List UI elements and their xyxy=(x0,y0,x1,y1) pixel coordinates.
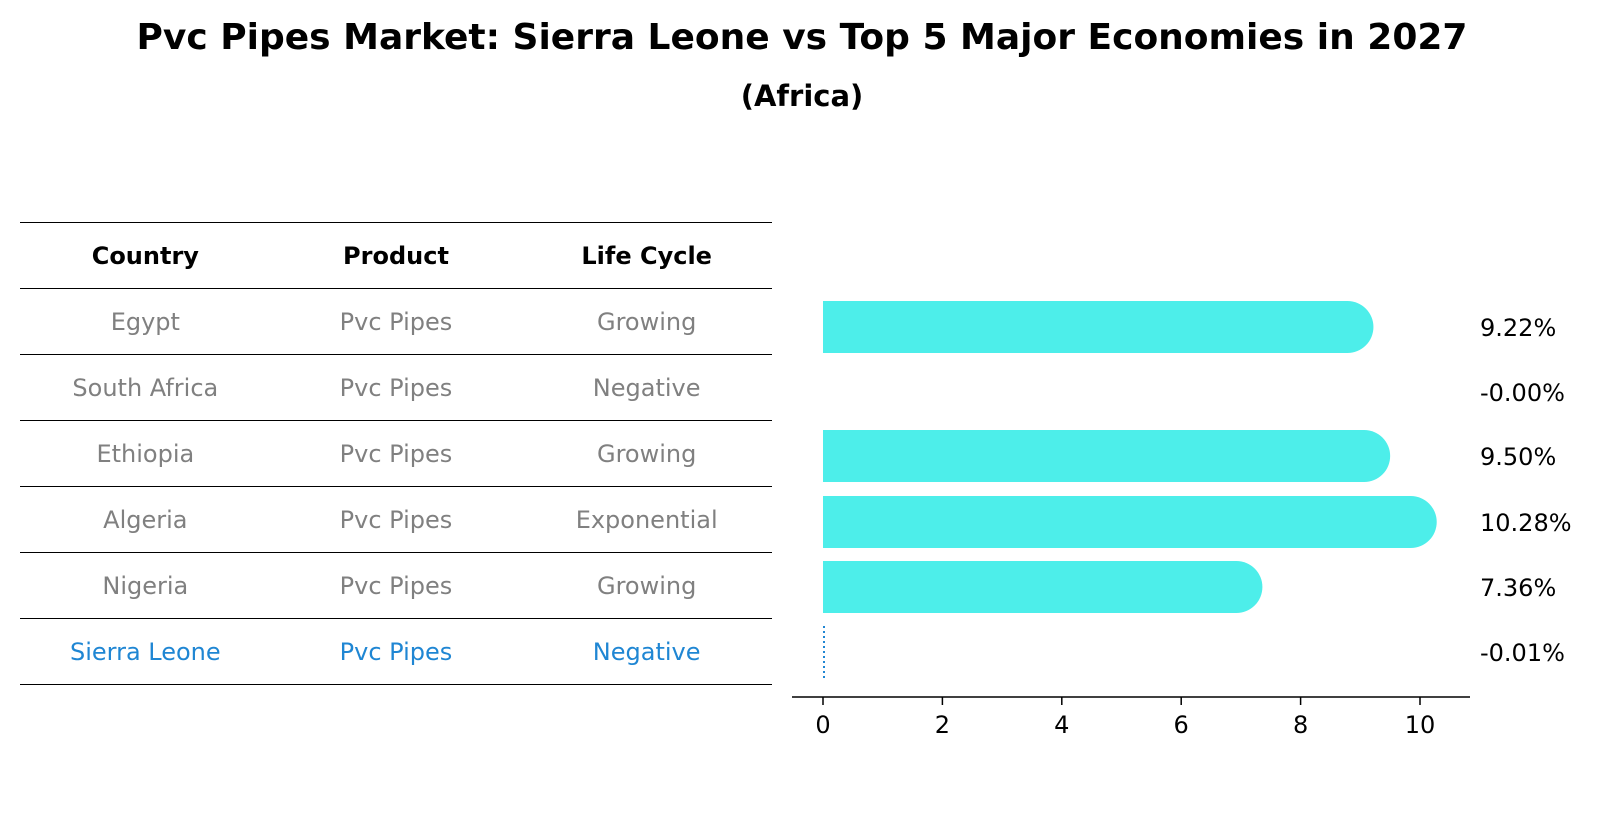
bar xyxy=(823,430,1391,482)
cell-product: Pvc Pipes xyxy=(270,618,522,685)
value-label: 7.36% xyxy=(1480,574,1556,602)
x-tick-label: 4 xyxy=(1054,711,1069,739)
cell-life-cycle: Exponential xyxy=(521,486,772,553)
value-label: 9.22% xyxy=(1480,314,1556,342)
cell-life-cycle: Negative xyxy=(521,618,772,685)
cell-product: Pvc Pipes xyxy=(270,288,522,355)
table-header-row: Country Product Life Cycle xyxy=(20,222,772,289)
value-label: -0.01% xyxy=(1480,639,1565,667)
cell-product: Pvc Pipes xyxy=(270,486,522,553)
country-table: Country Product Life Cycle Egypt Pvc Pip… xyxy=(20,222,772,685)
cell-country: South Africa xyxy=(20,354,271,421)
cell-country: Egypt xyxy=(20,288,271,355)
value-label: 10.28% xyxy=(1480,509,1572,537)
cell-life-cycle: Growing xyxy=(521,420,772,487)
header-country: Country xyxy=(20,222,271,289)
table-row: Nigeria Pvc Pipes Growing xyxy=(20,552,772,619)
cell-product: Pvc Pipes xyxy=(270,552,522,619)
x-tick-label: 6 xyxy=(1174,711,1189,739)
cell-country: Algeria xyxy=(20,486,271,553)
bar xyxy=(823,561,1263,613)
bar xyxy=(823,301,1374,353)
chart-subtitle: (Africa) xyxy=(740,79,864,113)
cell-life-cycle: Negative xyxy=(521,354,772,421)
cell-product: Pvc Pipes xyxy=(270,354,522,421)
bar xyxy=(823,496,1437,548)
x-tick-label: 2 xyxy=(935,711,950,739)
cell-country: Nigeria xyxy=(20,552,271,619)
cell-life-cycle: Growing xyxy=(521,552,772,619)
cell-country: Sierra Leone xyxy=(20,618,271,685)
x-tick-label: 0 xyxy=(815,711,830,739)
header-life-cycle: Life Cycle xyxy=(521,222,772,289)
value-label: 9.50% xyxy=(1480,443,1556,471)
value-label: -0.00% xyxy=(1480,379,1565,407)
x-tick-label: 10 xyxy=(1405,711,1436,739)
cell-product: Pvc Pipes xyxy=(270,420,522,487)
table-row: Egypt Pvc Pipes Growing xyxy=(20,288,772,355)
table-row: South Africa Pvc Pipes Negative xyxy=(20,354,772,421)
table-row: Sierra Leone Pvc Pipes Negative xyxy=(20,618,772,685)
cell-country: Ethiopia xyxy=(20,420,271,487)
cell-life-cycle: Growing xyxy=(521,288,772,355)
x-tick-label: 8 xyxy=(1293,711,1308,739)
chart-title: Pvc Pipes Market: Sierra Leone vs Top 5 … xyxy=(136,17,1468,58)
table-row: Algeria Pvc Pipes Exponential xyxy=(20,486,772,553)
header-product: Product xyxy=(270,222,522,289)
table-row: Ethiopia Pvc Pipes Growing xyxy=(20,420,772,487)
